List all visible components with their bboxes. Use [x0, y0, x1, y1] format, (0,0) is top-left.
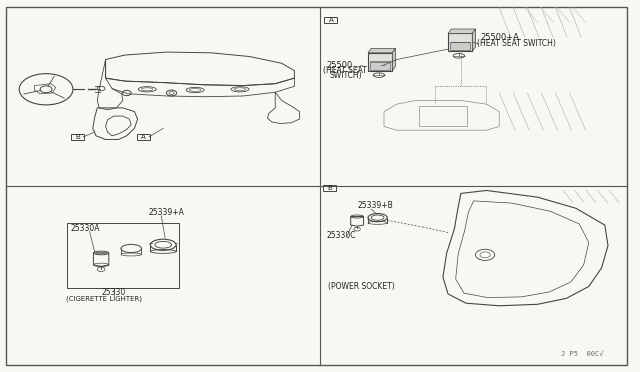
- Bar: [419, 106, 467, 126]
- Bar: [370, 62, 390, 70]
- Text: (HEAT SEAT SWITCH): (HEAT SEAT SWITCH): [477, 39, 556, 48]
- FancyBboxPatch shape: [323, 185, 336, 191]
- Bar: [448, 33, 472, 51]
- Text: B: B: [327, 185, 332, 191]
- Polygon shape: [368, 48, 396, 53]
- Text: A: A: [141, 134, 146, 140]
- Text: 25339+A: 25339+A: [148, 208, 184, 217]
- Bar: [67, 223, 179, 288]
- Text: 25339+B: 25339+B: [357, 201, 393, 210]
- Text: 25500: 25500: [326, 61, 353, 70]
- Text: (HEAT SEAT: (HEAT SEAT: [323, 66, 367, 75]
- Polygon shape: [472, 29, 476, 51]
- Text: A: A: [328, 17, 333, 23]
- FancyBboxPatch shape: [137, 134, 150, 140]
- Text: SWITCH): SWITCH): [330, 71, 362, 80]
- Text: 25330A: 25330A: [70, 224, 100, 233]
- Text: (CIGERETTE LIGHTER): (CIGERETTE LIGHTER): [66, 295, 141, 302]
- Text: J P5  00C√: J P5 00C√: [561, 352, 603, 358]
- Polygon shape: [448, 29, 476, 33]
- FancyBboxPatch shape: [324, 17, 337, 23]
- FancyBboxPatch shape: [71, 134, 84, 140]
- Polygon shape: [392, 48, 396, 71]
- Text: 25330C: 25330C: [326, 231, 356, 240]
- Bar: [450, 42, 470, 51]
- Text: 25500+A: 25500+A: [480, 33, 519, 42]
- Bar: [368, 53, 392, 71]
- Text: B: B: [75, 134, 80, 140]
- Text: (POWER SOCKET): (POWER SOCKET): [328, 282, 394, 291]
- Text: 25330: 25330: [102, 288, 126, 296]
